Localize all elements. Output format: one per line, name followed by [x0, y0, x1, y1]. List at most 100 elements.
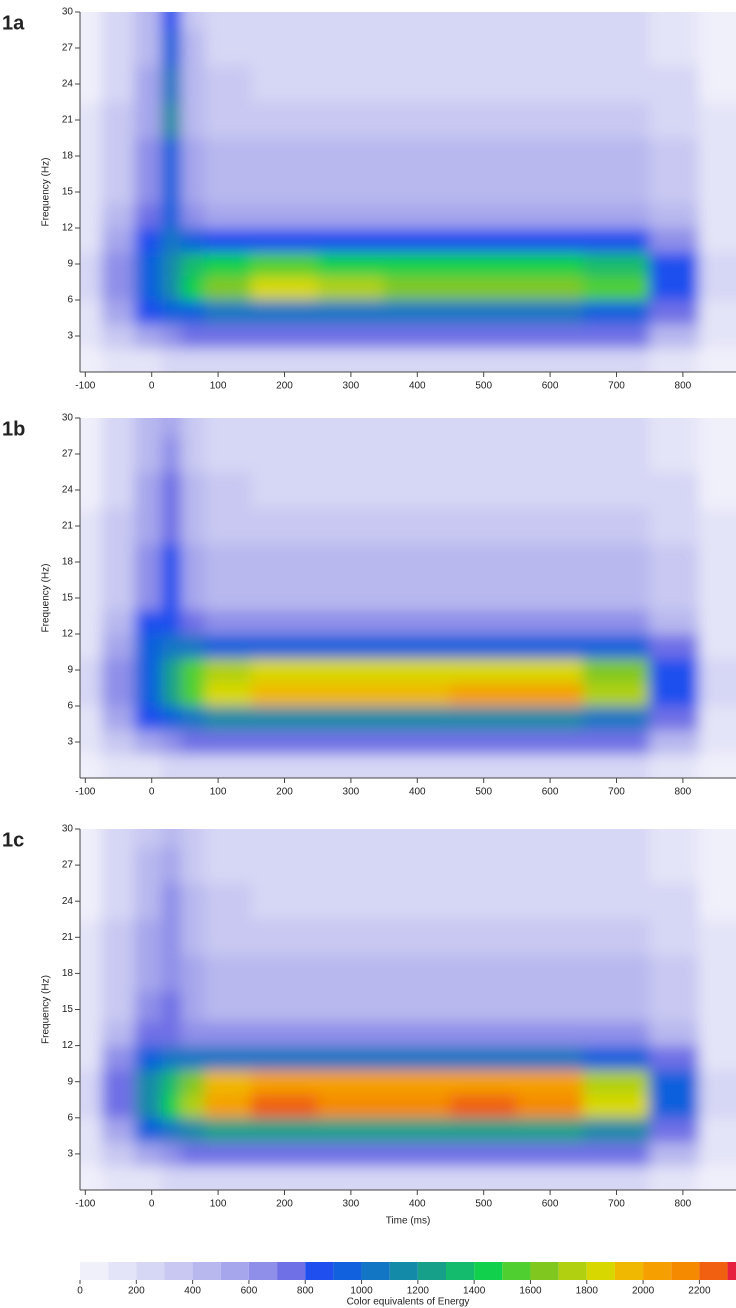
- heatmap-cell: [582, 657, 651, 683]
- heatmap-cell: [383, 137, 451, 175]
- heatmap-cell: [516, 299, 584, 325]
- heatmap-cell: [582, 829, 651, 848]
- heatmap-cell: [383, 918, 451, 956]
- heatmap-cell: [449, 418, 518, 437]
- heatmap-cell: [698, 1141, 736, 1167]
- heatmap-cell: [649, 471, 700, 509]
- heatmap-cell: [317, 203, 385, 229]
- heatmap-cell: [383, 829, 451, 848]
- heatmap-cell: [161, 275, 183, 301]
- heatmap-cell: [649, 579, 700, 611]
- heatmap-cell: [250, 1141, 319, 1167]
- heatmap-cell: [204, 657, 252, 683]
- x-tick-label: 0: [149, 381, 155, 392]
- heatmap-cell: [698, 1165, 736, 1190]
- heatmap-cell: [204, 729, 252, 755]
- heatmap-cell: [204, 173, 252, 205]
- heatmap-cell: [161, 299, 183, 325]
- heatmap-cell: [582, 990, 651, 1023]
- heatmap-cell: [649, 681, 700, 707]
- heatmap-cell: [516, 543, 584, 581]
- heatmap-cell: [317, 507, 385, 545]
- heatmap-cell: [516, 101, 584, 139]
- heatmap-cell: [449, 29, 518, 67]
- heatmap-cell: [181, 846, 206, 884]
- heatmap-cell: [101, 729, 136, 755]
- heatmap-cell: [134, 1069, 163, 1095]
- heatmap-cell: [204, 543, 252, 581]
- y-tick-label: 27: [62, 43, 74, 54]
- heatmap-cell: [101, 846, 136, 884]
- heatmap-cell: [181, 227, 206, 253]
- y-tick-label: 12: [62, 1040, 74, 1051]
- heatmap-cell: [449, 633, 518, 659]
- heatmap-cell: [582, 753, 651, 778]
- heatmap-cell: [649, 609, 700, 635]
- colorbar-band: [164, 1262, 193, 1280]
- heatmap-cell: [582, 29, 651, 67]
- heatmap-cell: [698, 1069, 736, 1095]
- heatmap-cell: [317, 579, 385, 611]
- heatmap-cell: [317, 1045, 385, 1071]
- heatmap-cell: [582, 1045, 651, 1071]
- x-tick-label: -100: [75, 381, 95, 392]
- heatmap-cell: [161, 173, 183, 205]
- heatmap-cell: [383, 418, 451, 437]
- heatmap-cell: [80, 882, 103, 920]
- heatmap-cell: [181, 323, 206, 349]
- heatmap-cell: [449, 101, 518, 139]
- heatmap-cell: [101, 1021, 136, 1047]
- heatmap-cell: [80, 471, 103, 509]
- heatmap-cell: [516, 29, 584, 67]
- heatmap-cell: [582, 705, 651, 731]
- x-tick-label: 200: [276, 381, 293, 392]
- heatmap-cell: [134, 657, 163, 683]
- heatmap-cell: [101, 299, 136, 325]
- heatmap-cell: [698, 990, 736, 1023]
- colorbar-band: [727, 1262, 736, 1280]
- heatmap-cell: [250, 705, 319, 731]
- heatmap-clip: [80, 418, 736, 778]
- heatmap-cell: [649, 1093, 700, 1119]
- heatmap-cell: [516, 1117, 584, 1143]
- colorbar-band: [333, 1262, 362, 1280]
- heatmap-cell: [161, 471, 183, 509]
- heatmap-cell: [181, 657, 206, 683]
- heatmap-cell: [516, 173, 584, 205]
- heatmap-cell: [101, 65, 136, 103]
- heatmap-cell: [582, 227, 651, 253]
- heatmap-cell: [449, 471, 518, 509]
- heatmap-cell: [516, 633, 584, 659]
- heatmap-cell: [516, 990, 584, 1023]
- heatmap-cell: [582, 846, 651, 884]
- heatmap-cell: [698, 954, 736, 992]
- heatmap-cell: [649, 882, 700, 920]
- heatmap-cell: [582, 275, 651, 301]
- heatmap-cell: [317, 918, 385, 956]
- heatmap-cell: [134, 681, 163, 707]
- heatmap-cell: [698, 829, 736, 848]
- heatmap-cell: [516, 203, 584, 229]
- heatmap-cell: [161, 251, 183, 277]
- y-tick-label: 21: [62, 521, 74, 532]
- heatmap-cell: [161, 829, 183, 848]
- heatmap-cell: [250, 990, 319, 1023]
- heatmap-cell: [204, 579, 252, 611]
- heatmap-cell: [582, 1021, 651, 1047]
- heatmap-cell: [649, 753, 700, 778]
- heatmap-cell: [181, 435, 206, 473]
- heatmap-cell: [80, 275, 103, 301]
- heatmap-cell: [449, 1093, 518, 1119]
- heatmap-cell: [80, 705, 103, 731]
- heatmap-cell: [134, 65, 163, 103]
- colorbar-band: [671, 1262, 700, 1280]
- heatmap-cell: [383, 173, 451, 205]
- heatmap-cell: [698, 29, 736, 67]
- heatmap-cell: [80, 173, 103, 205]
- heatmap-cell: [250, 753, 319, 778]
- heatmap-cell: [134, 753, 163, 778]
- heatmap-cell: [516, 1141, 584, 1167]
- heatmap-cell: [181, 12, 206, 31]
- heatmap-cell: [101, 507, 136, 545]
- heatmap-cell: [80, 633, 103, 659]
